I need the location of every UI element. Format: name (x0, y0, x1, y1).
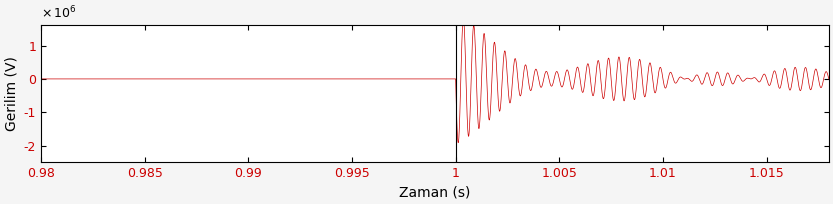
Y-axis label: Gerilim (V): Gerilim (V) (4, 57, 18, 131)
Text: $\times\,10^6$: $\times\,10^6$ (41, 5, 77, 21)
X-axis label: Zaman (s): Zaman (s) (399, 186, 471, 200)
